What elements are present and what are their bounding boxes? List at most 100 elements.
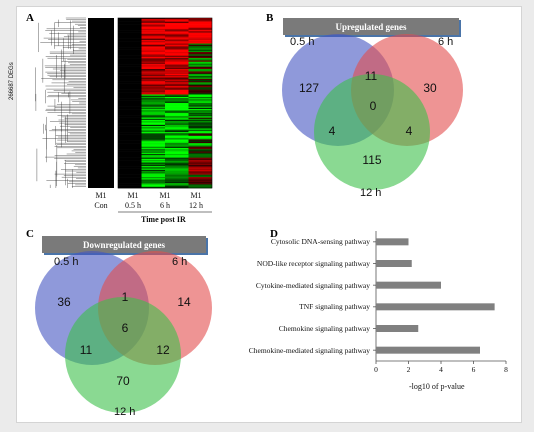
heatmap-cell xyxy=(141,36,165,38)
heatmap-cell xyxy=(188,61,212,64)
heatmap-cell xyxy=(165,145,189,148)
heatmap-cell xyxy=(188,79,212,82)
heatmap-cell xyxy=(118,168,142,171)
pathway-bar-1 xyxy=(376,260,412,267)
heatmap-cell xyxy=(188,185,212,188)
heatmap-cell xyxy=(118,169,142,172)
heatmap-cell xyxy=(118,130,142,133)
pathway-bar-3 xyxy=(376,303,495,311)
heatmap-cell xyxy=(165,36,189,38)
heatmap-cell xyxy=(141,24,165,26)
heatmap-cell xyxy=(141,64,165,66)
heatmap-cell xyxy=(165,27,189,30)
heatmap-cell xyxy=(165,61,189,64)
heatmap-cell xyxy=(118,155,142,157)
heatmap-cell xyxy=(188,112,212,115)
heatmap-cell xyxy=(141,83,165,86)
heatmap-cell xyxy=(118,138,142,140)
heatmap-cell xyxy=(165,162,189,165)
heatmap-cell xyxy=(118,33,142,36)
heatmap-cell xyxy=(165,132,189,134)
venn-b-count-12h-only: 115 xyxy=(362,153,382,167)
heatmap-cell xyxy=(118,43,142,46)
heatmap-cell xyxy=(165,157,189,160)
heatmap-cell xyxy=(165,163,189,166)
heatmap-cell xyxy=(188,121,212,123)
heatmap-cell xyxy=(165,83,189,86)
heatmap-cell xyxy=(188,175,212,178)
heatmap-cell xyxy=(118,126,142,128)
heatmap-cell xyxy=(188,82,212,84)
venn-c-count-05h-only: 36 xyxy=(57,295,71,309)
heatmap-cell xyxy=(188,123,212,126)
sample-name-0: M1 xyxy=(95,191,107,200)
heatmap-cell xyxy=(188,55,212,58)
heatmap-cell xyxy=(188,120,212,122)
heatmap-cell xyxy=(118,106,142,109)
venn-c-circle-12h xyxy=(65,297,181,413)
heatmap-cell xyxy=(141,90,165,93)
heatmap-cell xyxy=(165,58,189,60)
x-tick-label: 0 xyxy=(374,365,378,374)
heatmap-cell xyxy=(141,69,165,71)
heatmap-cell xyxy=(118,160,142,162)
heatmap-cell xyxy=(141,172,165,174)
heatmap-cell xyxy=(118,78,142,81)
heatmap-cell xyxy=(165,32,189,35)
venn-c-count-all: 6 xyxy=(121,321,129,335)
heatmap-cell xyxy=(118,18,142,20)
panel-a-label: A xyxy=(26,12,34,24)
heatmap-cell xyxy=(141,41,165,43)
heatmap-cell xyxy=(188,28,212,31)
heatmap-cell xyxy=(141,140,165,143)
heatmap-cell xyxy=(118,103,142,105)
heatmap-cell xyxy=(165,118,189,121)
heatmap-cell xyxy=(188,36,212,38)
heatmap-cell xyxy=(165,168,189,171)
venn-b-set-05h: 0.5 h xyxy=(290,36,315,48)
heatmap-cell xyxy=(188,161,212,163)
heatmap-cell xyxy=(118,28,142,31)
heatmap-cell xyxy=(118,167,142,169)
heatmap-cell xyxy=(165,173,189,175)
heatmap-cell xyxy=(188,126,212,128)
heatmap-cell xyxy=(188,138,212,140)
heatmap-cell xyxy=(141,173,165,175)
heatmap-cell xyxy=(141,37,165,39)
heatmap-cell xyxy=(188,117,212,120)
heatmap-cell xyxy=(165,124,189,127)
venn-b-circle-12h xyxy=(314,74,430,190)
heatmap-cell xyxy=(188,18,212,20)
heatmap-cell xyxy=(165,64,189,66)
heatmap-cell xyxy=(141,150,165,152)
heatmap-cell xyxy=(118,95,142,98)
heatmap-cell xyxy=(118,65,142,67)
heatmap-cell xyxy=(141,75,165,77)
heatmap-cell xyxy=(118,99,142,101)
heatmap-cell xyxy=(118,163,142,166)
heatmap-cell xyxy=(141,183,165,185)
heatmap-cell xyxy=(118,107,142,110)
heatmap-cell xyxy=(118,121,142,123)
heatmap-cell xyxy=(165,161,189,163)
heatmap-cell xyxy=(141,109,165,111)
heatmap-cell xyxy=(118,118,142,121)
heatmap-cell xyxy=(165,20,189,22)
heatmap-cell xyxy=(141,120,165,122)
heatmap-cell xyxy=(165,96,189,99)
heatmap-cell xyxy=(141,118,165,121)
heatmap-cell xyxy=(165,104,189,106)
heatmap-cell xyxy=(141,54,165,56)
heatmap-cell xyxy=(141,155,165,157)
heatmap-cell xyxy=(141,27,165,30)
heatmap-cell xyxy=(188,107,212,110)
heatmap-cell xyxy=(141,47,165,49)
heatmap-cell xyxy=(188,163,212,166)
heatmap-cell xyxy=(118,93,142,95)
heatmap-cell xyxy=(165,155,189,157)
heatmap-cell xyxy=(141,92,165,94)
heatmap-cell xyxy=(141,129,165,132)
heatmap-cell xyxy=(141,126,165,128)
heatmap-cell xyxy=(188,168,212,171)
